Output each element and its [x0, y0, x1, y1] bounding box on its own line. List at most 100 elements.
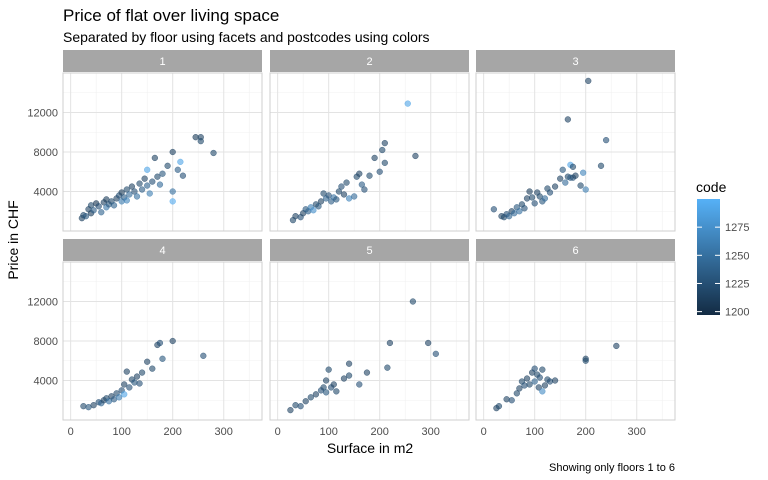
x-tick-label: 300 — [628, 426, 646, 438]
data-point — [131, 379, 138, 386]
data-point — [557, 175, 564, 182]
data-point — [330, 381, 337, 388]
data-point — [200, 352, 207, 359]
data-point — [523, 375, 531, 382]
data-point — [569, 163, 577, 170]
data-point — [521, 382, 528, 389]
data-point — [123, 186, 130, 193]
y-tick-label: 12000 — [27, 297, 58, 309]
data-point — [535, 384, 542, 391]
data-point — [136, 180, 143, 187]
data-point — [404, 100, 411, 107]
facet-strip-label: 2 — [366, 56, 372, 68]
x-tick-label: 200 — [371, 426, 389, 438]
panel-border — [269, 72, 470, 232]
data-point — [169, 148, 176, 156]
data-point — [513, 390, 520, 397]
facet-strip — [476, 50, 675, 72]
data-point — [307, 394, 314, 401]
color-legend: code 1200 1225 1250 1275 — [696, 179, 749, 319]
data-point — [133, 193, 141, 200]
data-point — [98, 209, 105, 216]
data-point — [121, 391, 128, 398]
data-point — [197, 137, 204, 145]
data-point — [613, 342, 620, 350]
data-point — [531, 378, 538, 385]
data-point — [133, 373, 141, 380]
facet-strip — [63, 50, 262, 72]
facet-strip — [270, 50, 469, 72]
data-point — [490, 206, 498, 213]
panel-border — [62, 72, 263, 232]
chart-subtitle: Separated by floor using facets and post… — [63, 29, 430, 45]
y-tick-label: 4000 — [34, 376, 58, 388]
data-point — [516, 385, 523, 392]
x-tick-label: 100 — [525, 426, 543, 438]
data-point — [425, 339, 432, 347]
data-point — [144, 166, 151, 173]
data-point — [597, 162, 605, 169]
data-point — [126, 384, 133, 391]
data-point — [179, 172, 187, 179]
data-point — [144, 358, 151, 365]
data-point — [541, 382, 549, 389]
data-point — [559, 166, 566, 173]
data-point — [371, 154, 378, 162]
data-point — [526, 188, 533, 195]
data-point — [315, 203, 322, 210]
data-point — [340, 191, 348, 198]
facet-strip — [63, 239, 262, 261]
data-point — [379, 146, 386, 154]
data-point — [506, 213, 513, 220]
data-point — [539, 366, 546, 373]
facet-strip-label: 4 — [159, 245, 165, 257]
data-point — [582, 186, 589, 193]
data-point — [521, 205, 528, 212]
data-point — [345, 360, 353, 367]
data-point — [121, 381, 128, 388]
data-point — [312, 391, 320, 398]
data-point — [546, 378, 554, 385]
data-point — [546, 189, 554, 196]
data-point — [80, 403, 87, 410]
data-point — [141, 175, 148, 182]
data-point — [340, 375, 348, 382]
data-point — [356, 381, 363, 388]
data-point — [210, 149, 217, 157]
data-point — [126, 191, 133, 198]
panel-border — [475, 261, 676, 421]
x-tick-label: 0 — [275, 426, 281, 438]
data-point — [335, 188, 343, 195]
data-point — [585, 77, 592, 85]
chart-caption: Showing only floors 1 to 6 — [549, 462, 675, 474]
data-point — [381, 159, 388, 167]
data-point — [333, 196, 340, 203]
data-point — [376, 168, 383, 175]
data-point — [169, 198, 176, 205]
facet-strip-label: 1 — [159, 56, 165, 68]
x-tick-label: 100 — [112, 426, 130, 438]
y-tick-label: 12000 — [27, 108, 58, 120]
data-point — [292, 402, 299, 409]
data-point — [287, 406, 294, 414]
data-point — [366, 172, 373, 179]
data-point — [320, 384, 327, 391]
x-axis-title: Surface in m2 — [327, 440, 414, 456]
data-point — [115, 394, 123, 401]
data-point — [177, 158, 184, 166]
data-point — [526, 381, 533, 388]
data-point — [495, 403, 503, 410]
data-point — [432, 350, 439, 357]
data-point — [169, 337, 176, 345]
data-point — [144, 182, 151, 189]
data-point — [384, 364, 391, 371]
data-point — [169, 188, 176, 195]
x-tick-label: 100 — [319, 426, 337, 438]
facet-strip-label: 3 — [572, 56, 578, 68]
data-point — [123, 197, 130, 204]
data-point — [151, 154, 158, 162]
data-point — [351, 193, 358, 200]
panel-border — [62, 261, 263, 421]
data-point — [523, 195, 531, 202]
panel-border — [475, 72, 676, 232]
